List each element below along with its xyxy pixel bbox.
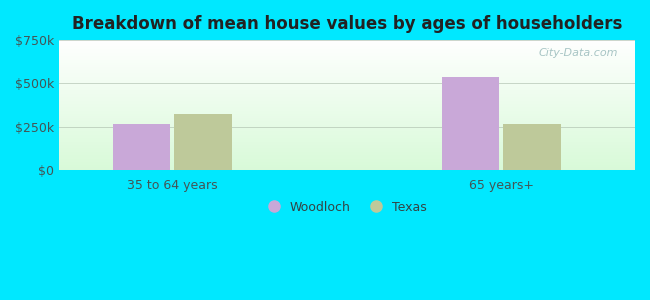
Bar <box>503 124 561 170</box>
Title: Breakdown of mean house values by ages of householders: Breakdown of mean house values by ages o… <box>72 15 622 33</box>
Text: City-Data.com: City-Data.com <box>538 48 617 58</box>
Legend: Woodloch, Texas: Woodloch, Texas <box>263 196 432 219</box>
Bar <box>112 124 170 170</box>
Bar <box>174 114 232 170</box>
Bar <box>441 77 499 170</box>
